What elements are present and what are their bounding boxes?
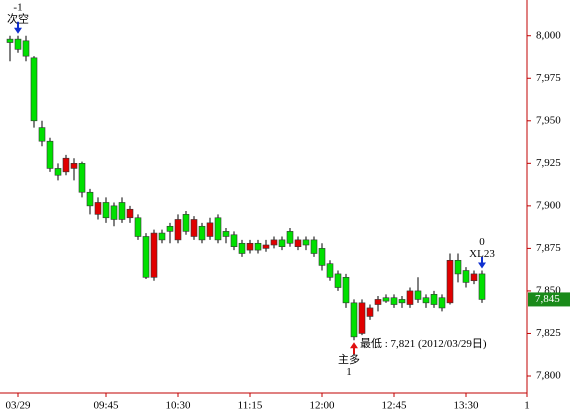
candle-body <box>102 202 110 219</box>
candle-body <box>438 297 446 309</box>
y-tick-label: 7,825 <box>536 327 561 339</box>
candle-body <box>166 225 174 232</box>
candle-body <box>414 290 422 300</box>
candle-body <box>110 205 118 220</box>
candle-body <box>358 302 366 334</box>
x-tick-label: 10:30 <box>165 400 191 412</box>
last-price-box <box>528 292 570 307</box>
candle-body <box>94 202 102 215</box>
candle-body <box>206 222 214 237</box>
y-tick-label: 7,975 <box>536 72 561 84</box>
candle-body <box>46 140 54 169</box>
x-tick-label: 12:45 <box>381 400 407 412</box>
candle-body <box>262 244 270 249</box>
candle-body <box>302 239 310 246</box>
annotation-text: 次空 <box>7 11 29 25</box>
candle-body <box>286 231 294 244</box>
annotation-note: 最低 : 7,821 (2012/03/29日) <box>360 337 487 350</box>
candle-body <box>270 239 278 246</box>
candle-body <box>78 163 86 193</box>
y-tick-label: 7,800 <box>536 370 561 382</box>
candle-body <box>446 259 454 304</box>
x-tick-label: 11:15 <box>238 400 263 412</box>
x-tick-label: 13:30 <box>453 400 479 412</box>
candle-body <box>254 242 262 251</box>
candle-body <box>22 40 30 57</box>
candle-body <box>366 307 374 317</box>
candle-body <box>142 236 150 278</box>
annotation-text: 主多 <box>338 352 360 366</box>
y-tick-label: 7,950 <box>536 114 561 126</box>
candle-body <box>478 273 486 300</box>
candle-body <box>278 239 286 247</box>
candle-body <box>6 38 14 43</box>
candle-body <box>222 231 230 237</box>
signal-arrow <box>350 342 358 355</box>
candle-body <box>318 248 326 266</box>
signal-arrow <box>14 21 22 34</box>
candle-body <box>230 234 238 247</box>
candle-body <box>118 202 126 220</box>
candle-body <box>430 294 438 305</box>
candle-body <box>134 217 142 237</box>
annotation-text: XL23 <box>469 248 495 260</box>
candle-body <box>246 242 254 251</box>
y-tick-label: 7,925 <box>536 157 561 169</box>
candle-body <box>214 217 222 241</box>
x-tick-label: 09:45 <box>93 400 119 412</box>
x-tick-label: 12:00 <box>309 400 335 412</box>
x-tick-label: 1 <box>524 400 530 412</box>
y-tick-label: 7,900 <box>536 199 561 211</box>
annotation-text: -1 <box>13 1 22 13</box>
candle-body <box>70 163 78 169</box>
candle-body <box>334 273 342 288</box>
candle-body <box>86 191 94 207</box>
candle-body <box>342 277 350 304</box>
candle-body <box>38 127 46 142</box>
candle-body <box>470 273 478 282</box>
candle-body <box>174 219 182 241</box>
annotation-text: 1 <box>346 366 352 378</box>
candle-body <box>382 297 390 302</box>
candle-body <box>350 302 358 338</box>
candle-body <box>182 214 190 232</box>
candle-body <box>54 168 62 176</box>
y-tick-label: 7,875 <box>536 242 561 254</box>
candle-body <box>454 259 462 275</box>
candle-body <box>126 208 134 219</box>
candle-body <box>294 239 302 247</box>
signal-arrow <box>478 256 486 269</box>
candle-body <box>390 297 398 305</box>
candle-body <box>406 290 414 305</box>
candle-body <box>326 263 334 278</box>
candle-body <box>62 157 70 173</box>
y-tick-label: 8,000 <box>536 29 561 41</box>
candle-body <box>190 219 198 237</box>
candle-body <box>374 299 382 305</box>
candle-body <box>14 38 22 50</box>
candle-body <box>150 232 158 278</box>
candle-body <box>398 299 406 304</box>
candle-body <box>30 57 38 122</box>
candle-body <box>422 297 430 304</box>
x-tick-label: 03/29 <box>5 400 31 412</box>
candle-body <box>198 225 206 241</box>
candle-body <box>462 270 470 283</box>
last-price-label: 7,845 <box>535 293 560 305</box>
annotation-text: 0 <box>479 236 485 248</box>
candle-body <box>158 232 166 241</box>
candle-body <box>238 242 246 254</box>
candle-body <box>310 239 318 254</box>
